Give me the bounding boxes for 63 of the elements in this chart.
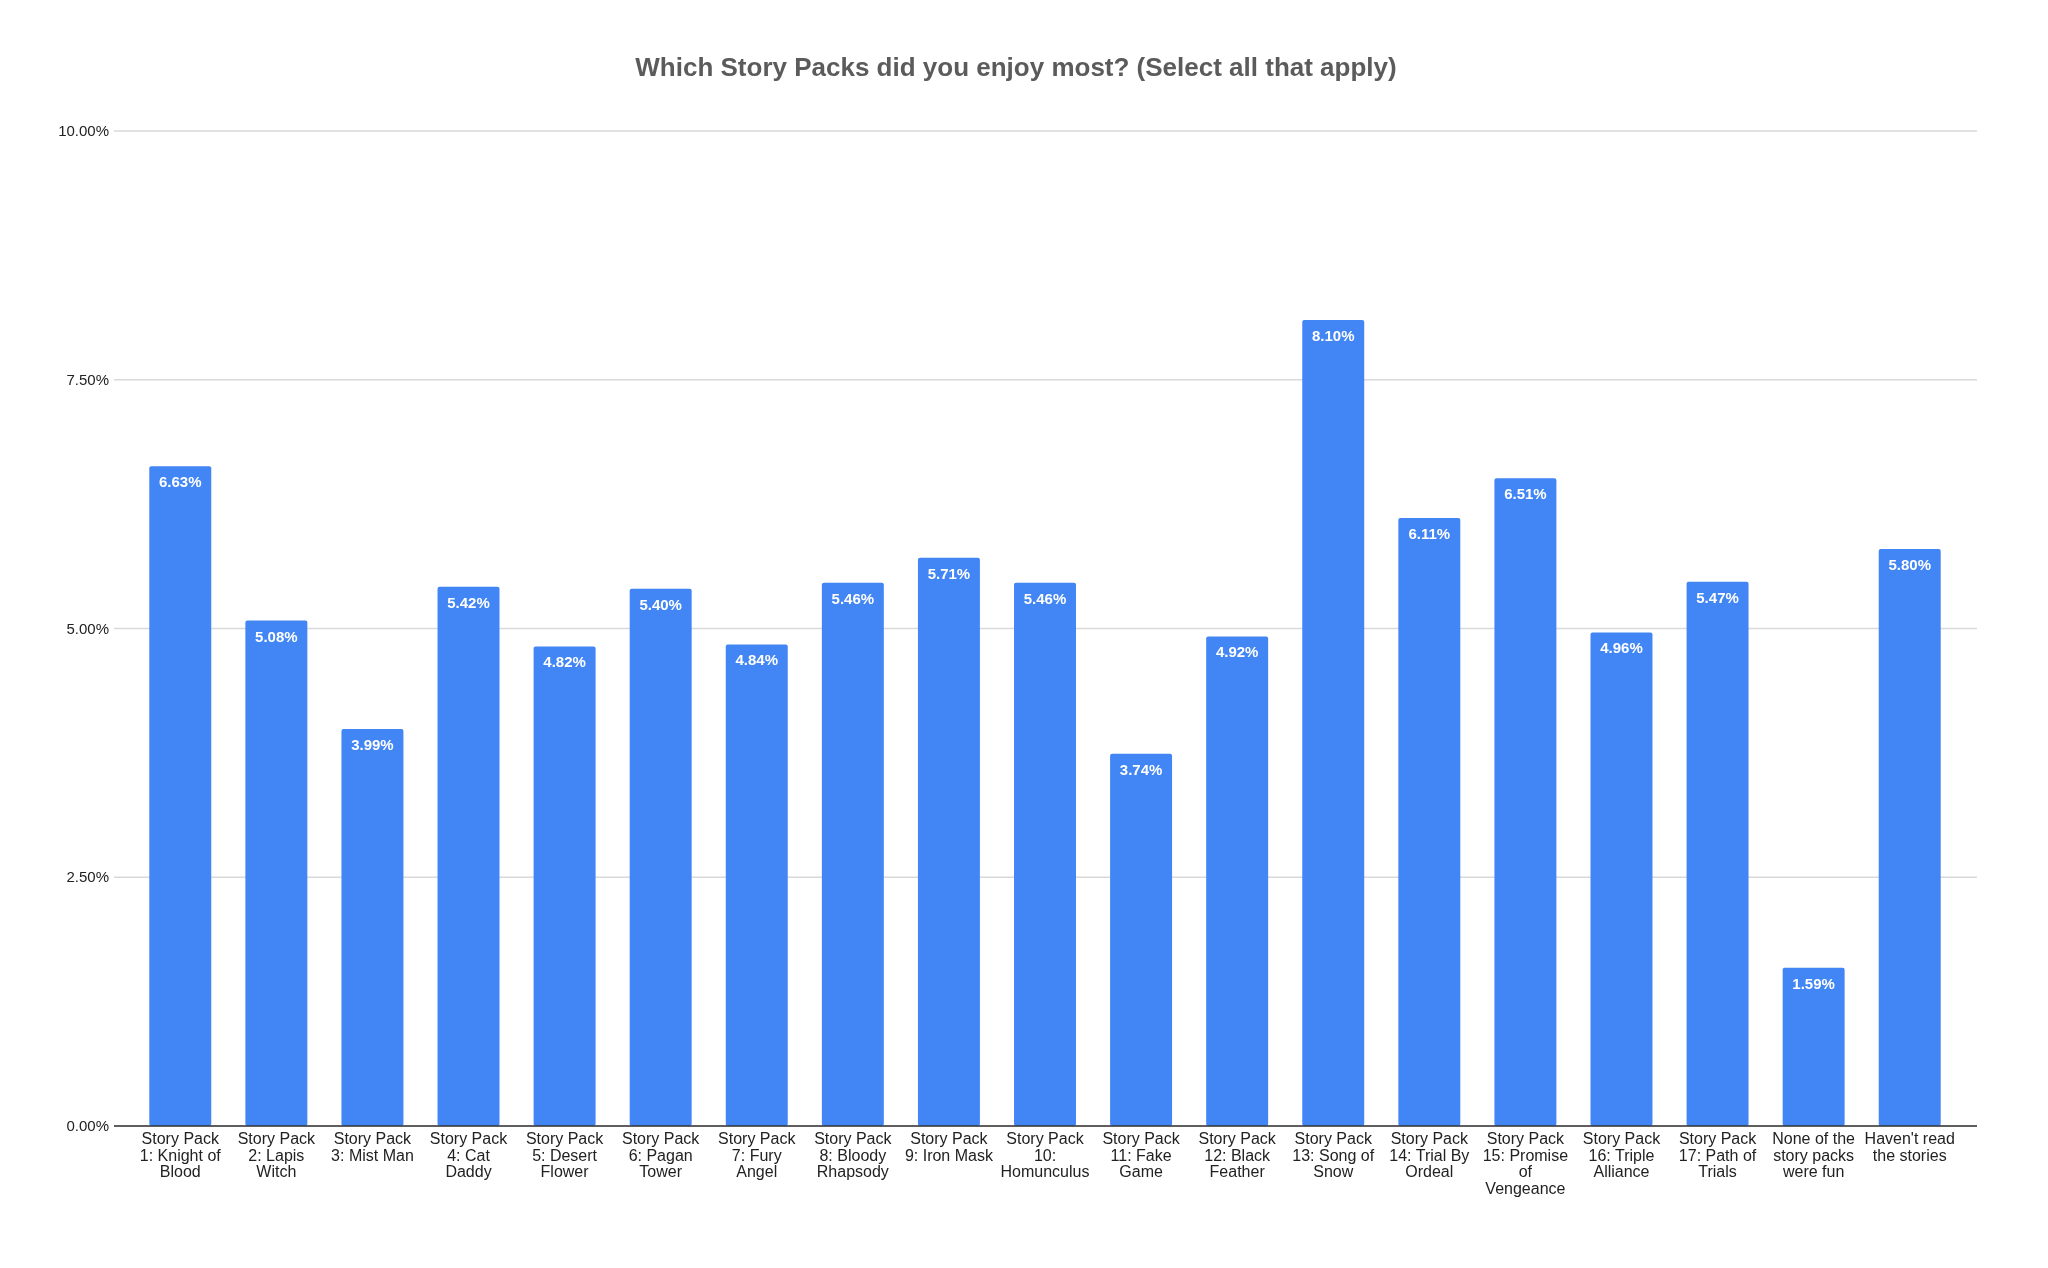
data-label: 4.82% [543,653,586,671]
data-label: 5.71% [927,564,971,582]
x-tick-label: Story Pack 9: Iron Mask [904,1130,994,1164]
bar [1110,753,1173,1126]
y-tick-label: 2.50% [66,868,109,886]
bar [1302,320,1365,1126]
y-tick-label: 5.00% [66,619,109,637]
x-tick-label: Story Pack 10: Homunculus [1000,1130,1090,1180]
x-tick-label: Story Pack 6: Pagan Tower [622,1130,701,1180]
x-tick-label: Story Pack 1: Knight of Blood [139,1130,222,1180]
data-label: 5.46% [1023,589,1067,607]
x-tick-label: Story Pack 14: Trial By Ordeal [1389,1130,1470,1180]
data-label: 5.80% [1888,555,1931,573]
x-tick-label: Story Pack 12: Black Feather [1198,1130,1277,1180]
bar [629,588,692,1126]
x-tick-label: Story Pack 2: Lapis Witch [237,1130,317,1180]
x-tick-label: Story Pack 16: Triple Alliance [1582,1130,1662,1180]
x-tick-label: Story Pack 17: Path of Trials [1678,1130,1758,1180]
data-label: 5.08% [255,627,298,645]
bar [1206,636,1269,1126]
bar [245,620,308,1126]
data-label: 8.10% [1311,327,1355,345]
bar [149,466,212,1126]
data-label: 4.84% [735,651,779,669]
bar [1494,478,1557,1126]
data-label: 4.96% [1600,639,1643,657]
data-label: 1.59% [1792,974,1835,992]
data-label: 3.74% [1119,760,1163,778]
x-tick-label: Story Pack 8: Bloody Rhapsody [814,1130,893,1180]
x-tick-label: Story Pack 7: Fury Angel [718,1130,797,1180]
x-tick-label: Haven't read the stories [1864,1130,1955,1164]
bar [1590,632,1653,1126]
bar [725,644,788,1126]
data-label: 6.63% [159,473,202,491]
bar [437,586,500,1126]
bar [1686,581,1749,1126]
data-label: 4.92% [1215,643,1259,661]
data-label: 3.99% [351,735,394,753]
bar [1782,967,1845,1126]
x-tick-label: Story Pack 3: Mist Man [331,1130,414,1164]
bar [1014,582,1076,1126]
data-label: 5.47% [1696,588,1739,606]
data-label: 5.40% [639,595,682,613]
data-label: 6.11% [1408,525,1451,543]
y-tick-label: 7.50% [66,370,109,388]
bar [341,729,404,1126]
data-label: 6.51% [1504,485,1547,503]
bar [533,646,596,1126]
x-tick-label: Story Pack 13: Song of Snow [1292,1130,1375,1180]
bar [1398,518,1461,1126]
bar [917,557,980,1126]
x-tick-label: Story Pack 4: Cat Daddy [429,1130,509,1180]
bar [821,582,884,1126]
data-label: 5.46% [831,589,875,607]
y-tick-label: 10.00% [58,122,109,139]
x-tick-label: Story Pack 15: Promise of Vengeance [1482,1130,1569,1197]
x-tick-label: Story Pack 5: Desert Flower [525,1130,605,1180]
x-tick-label: None of the story packs were fun [1772,1130,1856,1180]
chart-title: Which Story Packs did you enjoy most? (Select all that apply) [635,52,1397,82]
data-label: 5.42% [447,593,490,611]
y-tick-label: 0.00% [66,1117,109,1134]
bar [1878,548,1941,1126]
x-tick-label: Story Pack 11: Fake Game [1102,1130,1181,1180]
